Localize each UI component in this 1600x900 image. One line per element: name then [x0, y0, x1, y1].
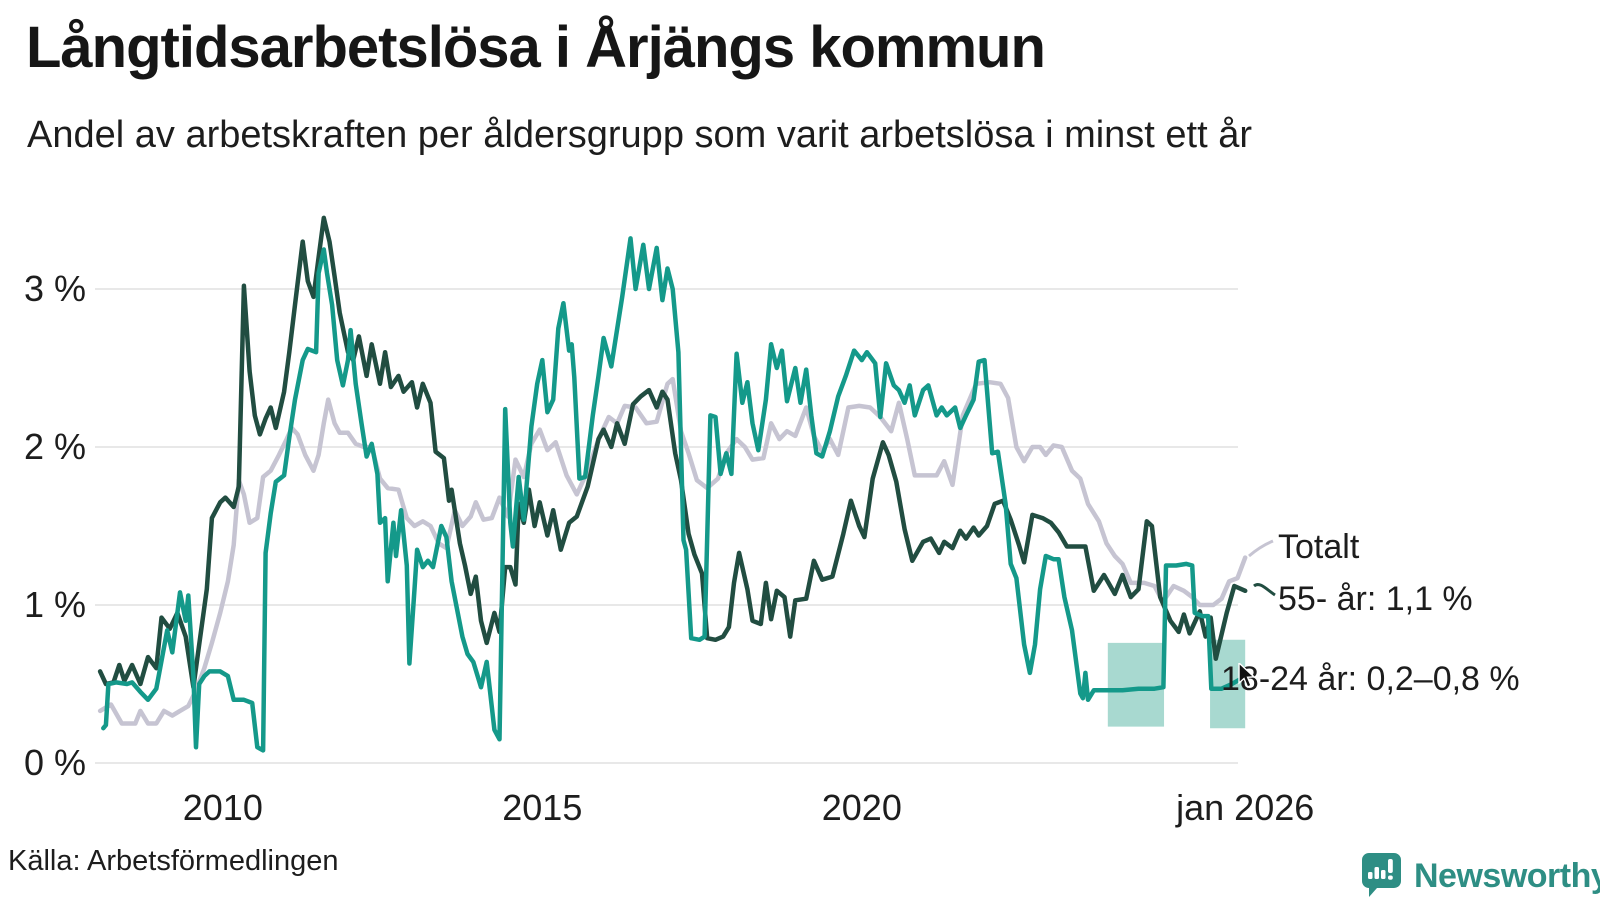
series-line-age1824 [101, 236, 1248, 753]
series-label-55-ar: 55- år: 1,1 % [1278, 580, 1473, 618]
newsworthy-logo-icon [1358, 850, 1404, 900]
source-note: Källa: Arbetsförmedlingen [8, 845, 339, 877]
y-tick-label: 1 % [24, 584, 86, 625]
y-tick-label: 3 % [24, 268, 86, 309]
connector-totalt [1248, 539, 1274, 558]
x-tick-label: jan 2026 [1175, 787, 1314, 828]
uncertainty-band [1107, 642, 1165, 727]
x-tick-label: 2015 [502, 787, 582, 828]
x-axis-labels: 2010 2015 2020 jan 2026 [183, 787, 1315, 828]
page-title: Långtidsarbetslösa i Årjängs kommun [26, 15, 1046, 80]
x-tick-label: 2020 [822, 787, 902, 828]
x-tick-label: 2010 [183, 787, 263, 828]
y-tick-label: 2 % [24, 426, 86, 467]
mouse-cursor-icon [1238, 661, 1260, 694]
y-tick-label: 0 % [24, 742, 86, 783]
connector-55-ar [1253, 583, 1276, 597]
series-line-totalt [97, 376, 1248, 726]
series-label-18-24-ar: 18-24 år: 0,2–0,8 % [1221, 660, 1520, 698]
newsworthy-wordmark[interactable]: Newsworthy [1414, 857, 1600, 895]
page-subtitle: Andel av arbetskraften per åldersgrupp s… [27, 114, 1253, 156]
newsworthy-branding[interactable]: Newsworthy [1358, 850, 1600, 900]
series-line-age55 [97, 215, 1248, 690]
gridlines: 0 % 1 % 2 % 3 % [24, 268, 1238, 783]
series-label-totalt: Totalt [1278, 528, 1360, 566]
